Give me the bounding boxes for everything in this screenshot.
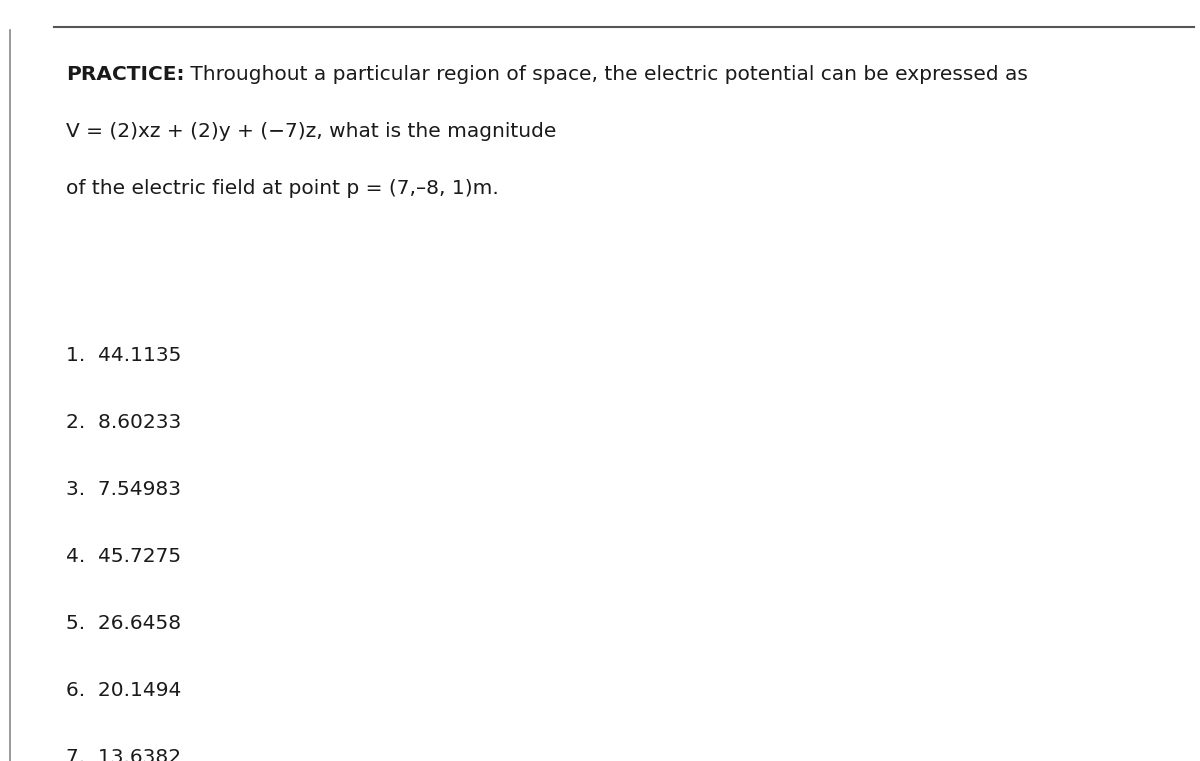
Text: 1.  44.1135: 1. 44.1135: [66, 346, 181, 365]
Text: 3.  7.54983: 3. 7.54983: [66, 480, 181, 499]
Text: V = (2)xz + (2)y + (−7)z, what is the magnitude: V = (2)xz + (2)y + (−7)z, what is the ma…: [66, 122, 557, 141]
Text: of the electric field at point p = (7,–8, 1)m.: of the electric field at point p = (7,–8…: [66, 179, 499, 198]
Text: 7.  13.6382: 7. 13.6382: [66, 748, 181, 761]
Text: 4.  45.7275: 4. 45.7275: [66, 547, 181, 566]
Text: 6.  20.1494: 6. 20.1494: [66, 681, 181, 700]
Text: PRACTICE:: PRACTICE:: [66, 65, 185, 84]
Text: 5.  26.6458: 5. 26.6458: [66, 614, 181, 633]
Text: Throughout a particular region of space, the electric potential can be expressed: Throughout a particular region of space,…: [185, 65, 1028, 84]
Text: 2.  8.60233: 2. 8.60233: [66, 413, 181, 432]
